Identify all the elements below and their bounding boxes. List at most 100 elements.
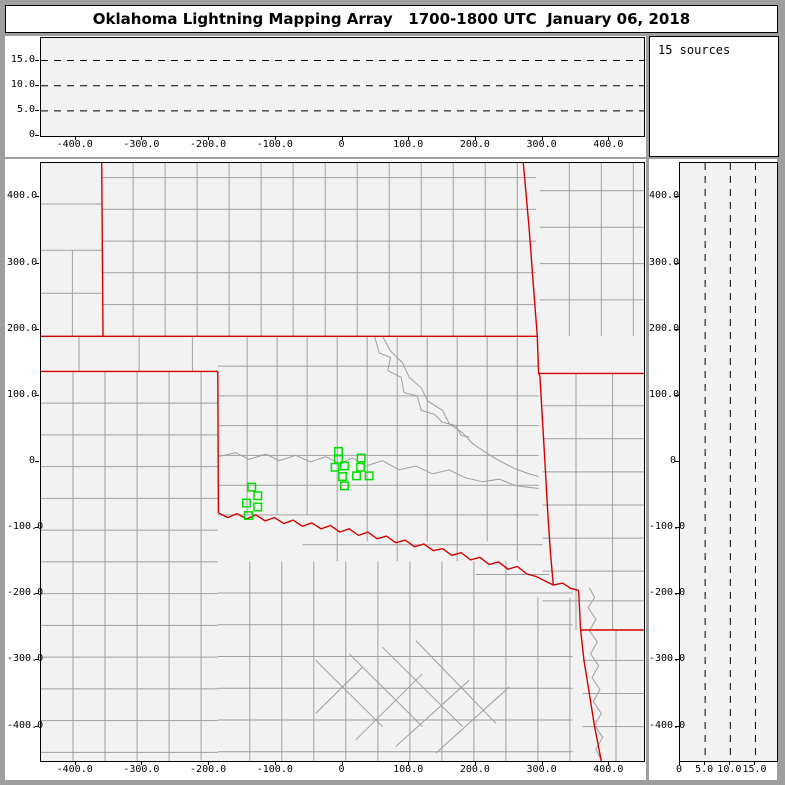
lightning-source-marker <box>364 471 374 481</box>
tick-label: 200.0 <box>649 322 680 334</box>
tick-mark <box>408 761 410 765</box>
tick-label: 300.0 <box>649 256 680 268</box>
north-south-altitude-plot[interactable] <box>679 162 778 762</box>
tick-mark <box>35 84 39 86</box>
east-west-altitude-panel: 0 5.0 10.0 15.0 -400.0 -300.0 -200.0 -100.0 0 100… <box>5 36 646 157</box>
tick-label: -100.0 <box>649 521 686 533</box>
tick-mark <box>608 136 610 140</box>
tick-mark <box>408 136 410 140</box>
lightning-source-marker <box>340 481 350 491</box>
north-south-altitude-canvas <box>704 163 756 761</box>
tick-mark <box>274 761 276 765</box>
north-south-altitude-panel: -400.0 -300.0 -200.0 -100.0 0 100.0 200.0 300.0… <box>649 159 778 780</box>
tick-label: -300.0 <box>123 764 160 775</box>
tick-label: 0 <box>675 764 683 775</box>
tick-label: 300.0 <box>526 764 557 775</box>
tick-mark <box>675 593 679 595</box>
tick-label: 10.0 <box>10 78 35 90</box>
tick-label: 200.0 <box>7 322 38 334</box>
lightning-source-marker <box>243 511 253 521</box>
tick-mark <box>675 394 679 396</box>
tick-mark <box>74 761 76 765</box>
tick-mark <box>704 761 706 765</box>
tick-mark <box>679 761 680 765</box>
tick-label: 200.0 <box>459 764 490 775</box>
tick-mark <box>729 761 731 765</box>
lightning-source-marker <box>247 482 257 492</box>
tick-mark <box>754 761 756 765</box>
tick-label: 15.0 <box>742 764 767 775</box>
tick-label: -400.0 <box>56 139 93 150</box>
lightning-source-marker <box>356 453 366 463</box>
lightning-source-marker <box>253 502 263 512</box>
lightning-source-marker <box>241 498 251 508</box>
plan-view-panel: -400.0 -400.0 -300.0 -300.0 -200.0 -200.0 -100… <box>5 159 646 780</box>
tick-label: -400.0 <box>649 719 686 731</box>
tick-mark <box>35 659 39 661</box>
east-west-altitude-canvas <box>41 60 644 112</box>
tick-mark <box>675 196 679 198</box>
tick-mark <box>35 196 39 198</box>
tick-mark <box>675 725 679 727</box>
plan-view-canvas <box>41 163 644 761</box>
tick-label: -100.0 <box>256 139 293 150</box>
tick-mark <box>35 725 39 727</box>
lightning-source-marker <box>338 472 348 482</box>
tick-mark <box>541 136 543 140</box>
tick-label: 400.0 <box>649 190 680 202</box>
tick-label: 400.0 <box>7 190 38 202</box>
window-title: Oklahoma Lightning Mapping Array 1700-18… <box>92 10 691 28</box>
tick-mark <box>141 761 143 765</box>
lightning-source-marker <box>356 462 366 472</box>
plan-view-plot[interactable] <box>40 162 645 762</box>
tick-label: -200.0 <box>190 764 227 775</box>
tick-label: -200.0 <box>649 587 686 599</box>
tick-mark <box>35 59 39 61</box>
tick-label: 100.0 <box>393 139 424 150</box>
tick-label: 400.0 <box>593 764 624 775</box>
tick-label: 0 <box>669 455 676 466</box>
east-west-altitude-plot[interactable] <box>40 37 645 137</box>
tick-label: -100.0 <box>7 521 44 533</box>
tick-mark <box>35 461 39 462</box>
tick-label: 300.0 <box>526 139 557 150</box>
tick-mark <box>675 262 679 264</box>
tick-label: 15.0 <box>10 53 35 65</box>
tick-label: -300.0 <box>123 139 160 150</box>
tick-mark <box>675 659 679 661</box>
tick-label: 100.0 <box>7 388 38 400</box>
lightning-source-marker <box>333 446 343 456</box>
sources-count-panel: 15 sources <box>649 36 779 157</box>
tick-label: -100.0 <box>256 764 293 775</box>
tick-label: 100.0 <box>649 388 680 400</box>
tick-label: -200.0 <box>7 587 44 599</box>
lightning-source-marker <box>352 471 362 481</box>
tick-mark <box>35 593 39 595</box>
tick-label: 10.0 <box>717 764 742 775</box>
tick-label: -400.0 <box>7 719 44 731</box>
tick-label: -200.0 <box>190 139 227 150</box>
tick-mark <box>35 109 39 111</box>
tick-mark <box>341 136 343 140</box>
tick-label: 0 <box>28 455 35 466</box>
tick-label: 5.0 <box>16 103 35 115</box>
sources-count-label: 15 sources <box>658 43 731 57</box>
lightning-source-marker <box>330 462 340 472</box>
tick-label: 200.0 <box>459 139 490 150</box>
tick-mark <box>274 136 276 140</box>
tick-mark <box>608 761 610 765</box>
tick-mark <box>74 136 76 140</box>
lightning-source-marker <box>340 461 350 471</box>
tick-mark <box>35 527 39 529</box>
tick-label: -300.0 <box>649 653 686 665</box>
tick-label: 5.0 <box>695 764 714 775</box>
tick-mark <box>474 761 476 765</box>
tick-mark <box>35 328 39 330</box>
title-bar: Oklahoma Lightning Mapping Array 1700-18… <box>5 5 778 33</box>
tick-label: 0 <box>338 764 345 775</box>
tick-mark <box>474 136 476 140</box>
lightning-source-marker <box>253 491 263 501</box>
tick-mark <box>675 527 679 529</box>
tick-mark <box>35 394 39 396</box>
